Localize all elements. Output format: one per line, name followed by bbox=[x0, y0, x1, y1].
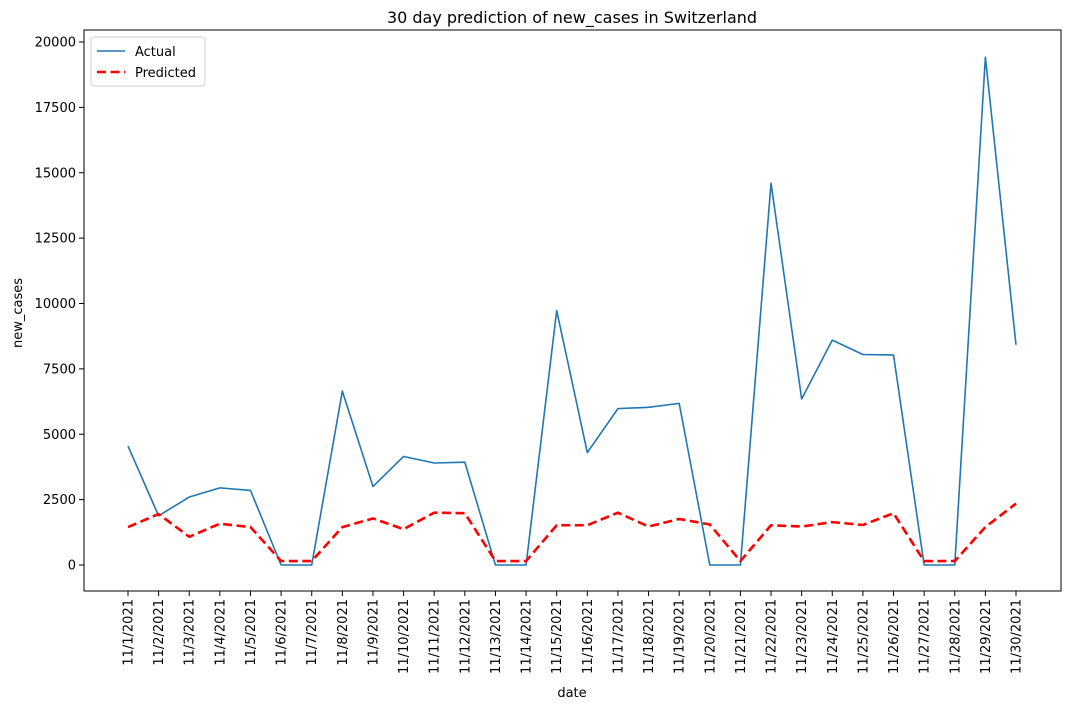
series-line-predicted bbox=[127, 502, 1017, 563]
x-tick-label: 11/18/2021 bbox=[642, 599, 657, 674]
x-tick-label: 11/10/2021 bbox=[397, 599, 412, 674]
x-tick-label: 11/15/2021 bbox=[550, 599, 565, 674]
y-tick-label: 10000 bbox=[35, 297, 76, 312]
y-tick-label: 12500 bbox=[35, 232, 76, 247]
y-tick-label: 17500 bbox=[35, 101, 76, 116]
x-tick-label: 11/24/2021 bbox=[826, 599, 841, 674]
x-tick-label: 11/20/2021 bbox=[703, 599, 718, 674]
legend-label: Actual bbox=[135, 45, 176, 60]
x-tick-label: 11/6/2021 bbox=[275, 599, 290, 666]
x-tick-label: 11/14/2021 bbox=[520, 599, 535, 674]
series-line-actual bbox=[127, 56, 1017, 566]
x-tick-label: 11/23/2021 bbox=[795, 599, 810, 674]
y-tick-label: 2500 bbox=[43, 493, 76, 508]
y-tick-label: 20000 bbox=[35, 36, 76, 51]
x-tick-label: 11/26/2021 bbox=[887, 599, 902, 674]
x-tick-label: 11/13/2021 bbox=[489, 599, 504, 674]
x-tick-label: 11/17/2021 bbox=[611, 599, 626, 674]
y-tick-label: 5000 bbox=[43, 428, 76, 443]
x-tick-label: 11/11/2021 bbox=[428, 599, 443, 674]
legend-label: Predicted bbox=[135, 66, 196, 81]
chart-title: 30 day prediction of new_cases in Switze… bbox=[387, 8, 757, 28]
x-tick-label: 11/22/2021 bbox=[765, 599, 780, 674]
x-tick-label: 11/2/2021 bbox=[152, 599, 167, 666]
x-tick-label: 11/30/2021 bbox=[1010, 599, 1025, 674]
x-tick-label: 11/5/2021 bbox=[244, 599, 259, 666]
x-tick-label: 11/29/2021 bbox=[979, 599, 994, 674]
plot-frame bbox=[83, 29, 1062, 592]
x-tick-label: 11/8/2021 bbox=[336, 599, 351, 666]
legend: Actual Predicted bbox=[90, 36, 206, 87]
y-axis-label: new_cases bbox=[11, 278, 26, 348]
x-tick-label: 11/7/2021 bbox=[305, 599, 320, 666]
x-tick-label: 11/19/2021 bbox=[673, 599, 688, 674]
x-tick-label: 11/16/2021 bbox=[581, 599, 596, 674]
x-tick-label: 11/3/2021 bbox=[183, 599, 198, 666]
x-tick-label: 11/25/2021 bbox=[856, 599, 871, 674]
x-tick-label: 11/12/2021 bbox=[458, 599, 473, 674]
x-axis-label: date bbox=[557, 686, 586, 701]
x-tick-label: 11/1/2021 bbox=[122, 599, 137, 666]
x-tick-label: 11/27/2021 bbox=[918, 599, 933, 674]
y-tick-label: 7500 bbox=[43, 362, 76, 377]
legend-box bbox=[90, 36, 206, 87]
x-tick-label: 11/21/2021 bbox=[734, 599, 749, 674]
y-tick-label: 0 bbox=[68, 559, 76, 574]
y-tick-label: 15000 bbox=[35, 166, 76, 181]
x-tick-label: 11/4/2021 bbox=[213, 599, 228, 666]
x-tick-label: 11/28/2021 bbox=[948, 599, 963, 674]
plot-area: 0 2500 5000 7500 10000 12500 15000 17500 20000 11… bbox=[35, 29, 1062, 674]
x-tick-label: 11/9/2021 bbox=[366, 599, 381, 666]
